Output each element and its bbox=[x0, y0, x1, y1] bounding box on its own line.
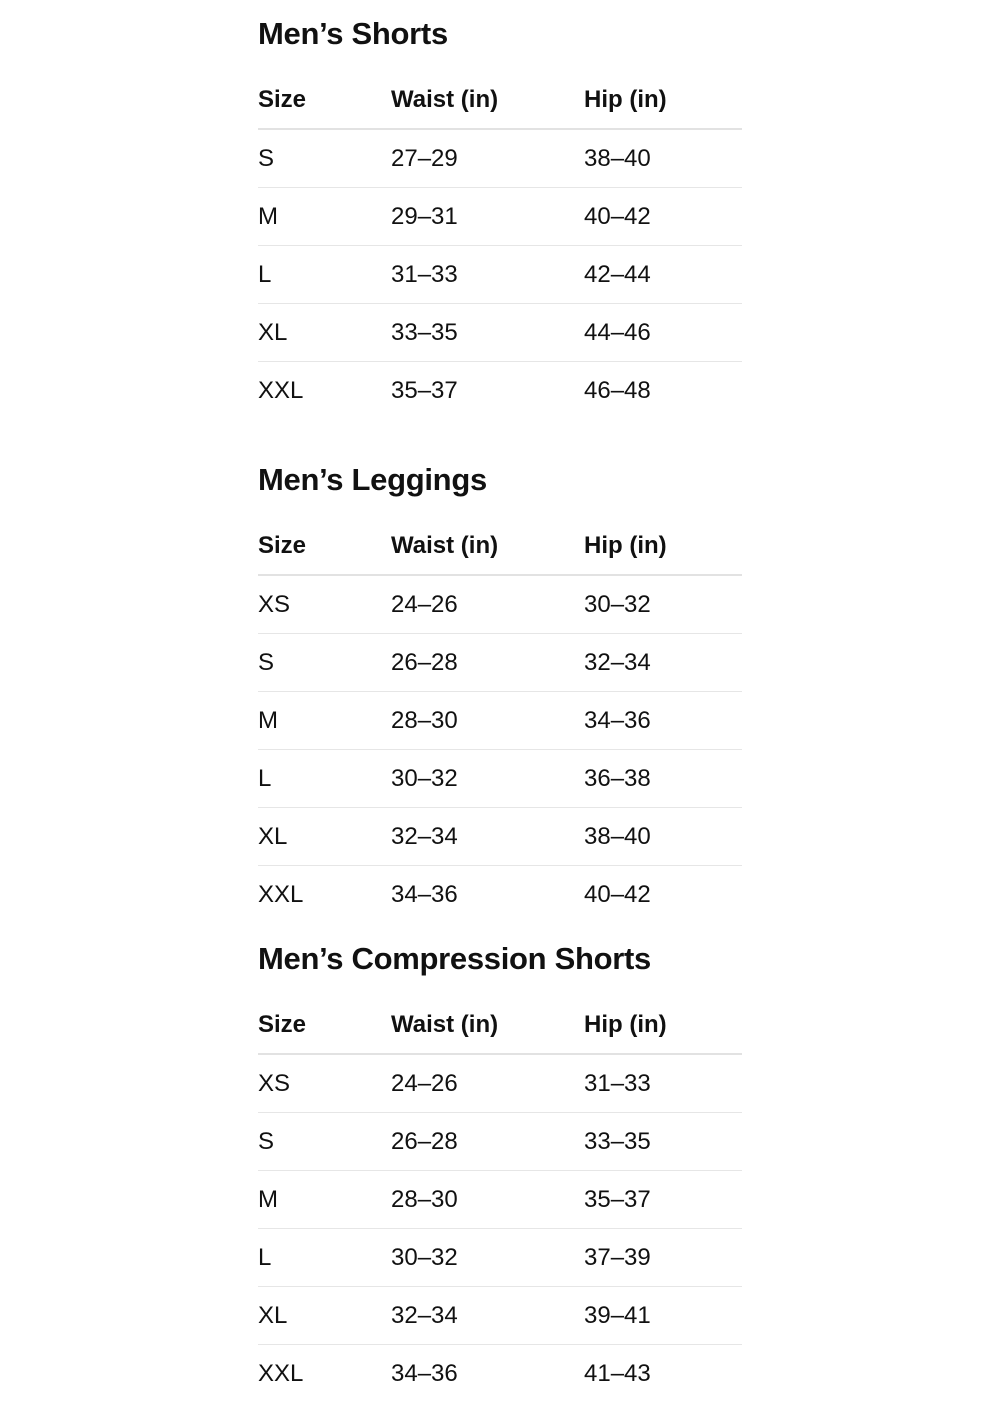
table-cell: L bbox=[258, 764, 272, 792]
table-cell: XXL bbox=[258, 377, 304, 404]
table-cell: S bbox=[258, 648, 275, 676]
table-cell: 32–34 bbox=[584, 648, 651, 676]
table-cell: 26–28 bbox=[391, 1127, 458, 1155]
column-header: Hip (in) bbox=[584, 1011, 667, 1038]
table-row: XS 24–26 31–33 bbox=[258, 1055, 742, 1113]
table-cell: 33–35 bbox=[391, 318, 458, 346]
table-cell: 29–31 bbox=[391, 202, 458, 230]
table-cell: M bbox=[258, 1185, 278, 1213]
table-cell: 24–26 bbox=[391, 590, 458, 618]
table-cell: XL bbox=[258, 318, 288, 346]
table-row: XXL 34–36 40–42 bbox=[258, 866, 742, 924]
table-row: XL 32–34 38–40 bbox=[258, 808, 742, 866]
table-cell: 31–33 bbox=[584, 1069, 651, 1097]
table-row: M 28–30 34–36 bbox=[258, 692, 742, 750]
table-row: XS 24–26 30–32 bbox=[258, 576, 742, 634]
table-cell: 34–36 bbox=[391, 881, 458, 908]
column-header: Size bbox=[258, 86, 307, 113]
table-cell: 31–33 bbox=[391, 260, 458, 288]
table-cell: 46–48 bbox=[584, 377, 651, 404]
table-cell: 30–32 bbox=[584, 590, 651, 618]
table-cell: 35–37 bbox=[584, 1185, 651, 1213]
table-row: XXL 34–36 41–43 bbox=[258, 1345, 742, 1403]
table-cell: 27–29 bbox=[391, 144, 458, 172]
size-table-section: Men’s Shorts Size Waist (in) Hip (in) S 27–29… bbox=[258, 0, 742, 420]
column-header: Waist (in) bbox=[391, 532, 499, 559]
table-cell: XL bbox=[258, 822, 288, 850]
table-cell: S bbox=[258, 144, 275, 172]
table-cell: 32–34 bbox=[391, 822, 458, 850]
table-cell: XS bbox=[258, 1069, 291, 1097]
table-cell: 33–35 bbox=[584, 1127, 651, 1155]
column-header: Waist (in) bbox=[391, 1011, 499, 1038]
table-header: Size Waist (in) Hip (in) bbox=[258, 72, 742, 130]
table-cell: 30–32 bbox=[391, 1243, 458, 1271]
section-title: Men’s Shorts bbox=[258, 16, 448, 51]
table-row: L 30–32 36–38 bbox=[258, 750, 742, 808]
table-row: XL 33–35 44–46 bbox=[258, 304, 742, 362]
table-row: M 28–30 35–37 bbox=[258, 1171, 742, 1229]
table-cell: 44–46 bbox=[584, 318, 651, 346]
table-cell: 36–38 bbox=[584, 764, 651, 792]
table-row: L 30–32 37–39 bbox=[258, 1229, 742, 1287]
table-cell: 34–36 bbox=[584, 706, 651, 734]
size-table-section: Men’s Leggings Size Waist (in) Hip (in) XS 24… bbox=[258, 442, 742, 924]
column-header: Waist (in) bbox=[391, 86, 499, 113]
section-title: Men’s Compression Shorts bbox=[258, 941, 651, 976]
column-header: Size bbox=[258, 1011, 307, 1038]
table-cell: 24–26 bbox=[391, 1069, 458, 1097]
table-row: XXL 35–37 46–48 bbox=[258, 362, 742, 420]
table-cell: 32–34 bbox=[391, 1301, 458, 1329]
table-row: S 26–28 32–34 bbox=[258, 634, 742, 692]
table-cell: 38–40 bbox=[584, 144, 651, 172]
table-cell: 28–30 bbox=[391, 706, 458, 734]
table-cell: S bbox=[258, 1127, 275, 1155]
table-header: Size Waist (in) Hip (in) bbox=[258, 518, 742, 576]
column-header: Hip (in) bbox=[584, 86, 667, 113]
table-cell: 28–30 bbox=[391, 1185, 458, 1213]
table-cell: 38–40 bbox=[584, 822, 651, 850]
size-table-section: Men’s Compression Shorts Size Waist (in) Hi… bbox=[258, 921, 742, 1403]
table-cell: L bbox=[258, 260, 272, 288]
table-cell: 40–42 bbox=[584, 202, 651, 230]
table-cell: 35–37 bbox=[391, 377, 458, 404]
table-cell: 37–39 bbox=[584, 1243, 651, 1271]
column-header: Hip (in) bbox=[584, 532, 667, 559]
table-row: XL 32–34 39–41 bbox=[258, 1287, 742, 1345]
column-header: Size bbox=[258, 532, 307, 559]
table-row: S 26–28 33–35 bbox=[258, 1113, 742, 1171]
table-cell: 30–32 bbox=[391, 764, 458, 792]
table-row: M 29–31 40–42 bbox=[258, 188, 742, 246]
table-cell: 40–42 bbox=[584, 881, 651, 908]
table-row: S 27–29 38–40 bbox=[258, 130, 742, 188]
table-cell: XXL bbox=[258, 881, 304, 908]
table-header: Size Waist (in) Hip (in) bbox=[258, 997, 742, 1055]
table-cell: L bbox=[258, 1243, 272, 1271]
table-cell: XXL bbox=[258, 1360, 304, 1387]
table-row: L 31–33 42–44 bbox=[258, 246, 742, 304]
table-cell: 26–28 bbox=[391, 648, 458, 676]
table-cell: M bbox=[258, 202, 278, 230]
table-cell: XS bbox=[258, 590, 291, 618]
table-cell: 39–41 bbox=[584, 1301, 651, 1329]
table-cell: M bbox=[258, 706, 278, 734]
table-cell: 42–44 bbox=[584, 260, 651, 288]
table-cell: XL bbox=[258, 1301, 288, 1329]
table-cell: 41–43 bbox=[584, 1360, 651, 1387]
table-cell: 34–36 bbox=[391, 1360, 458, 1387]
section-title: Men’s Leggings bbox=[258, 462, 487, 497]
